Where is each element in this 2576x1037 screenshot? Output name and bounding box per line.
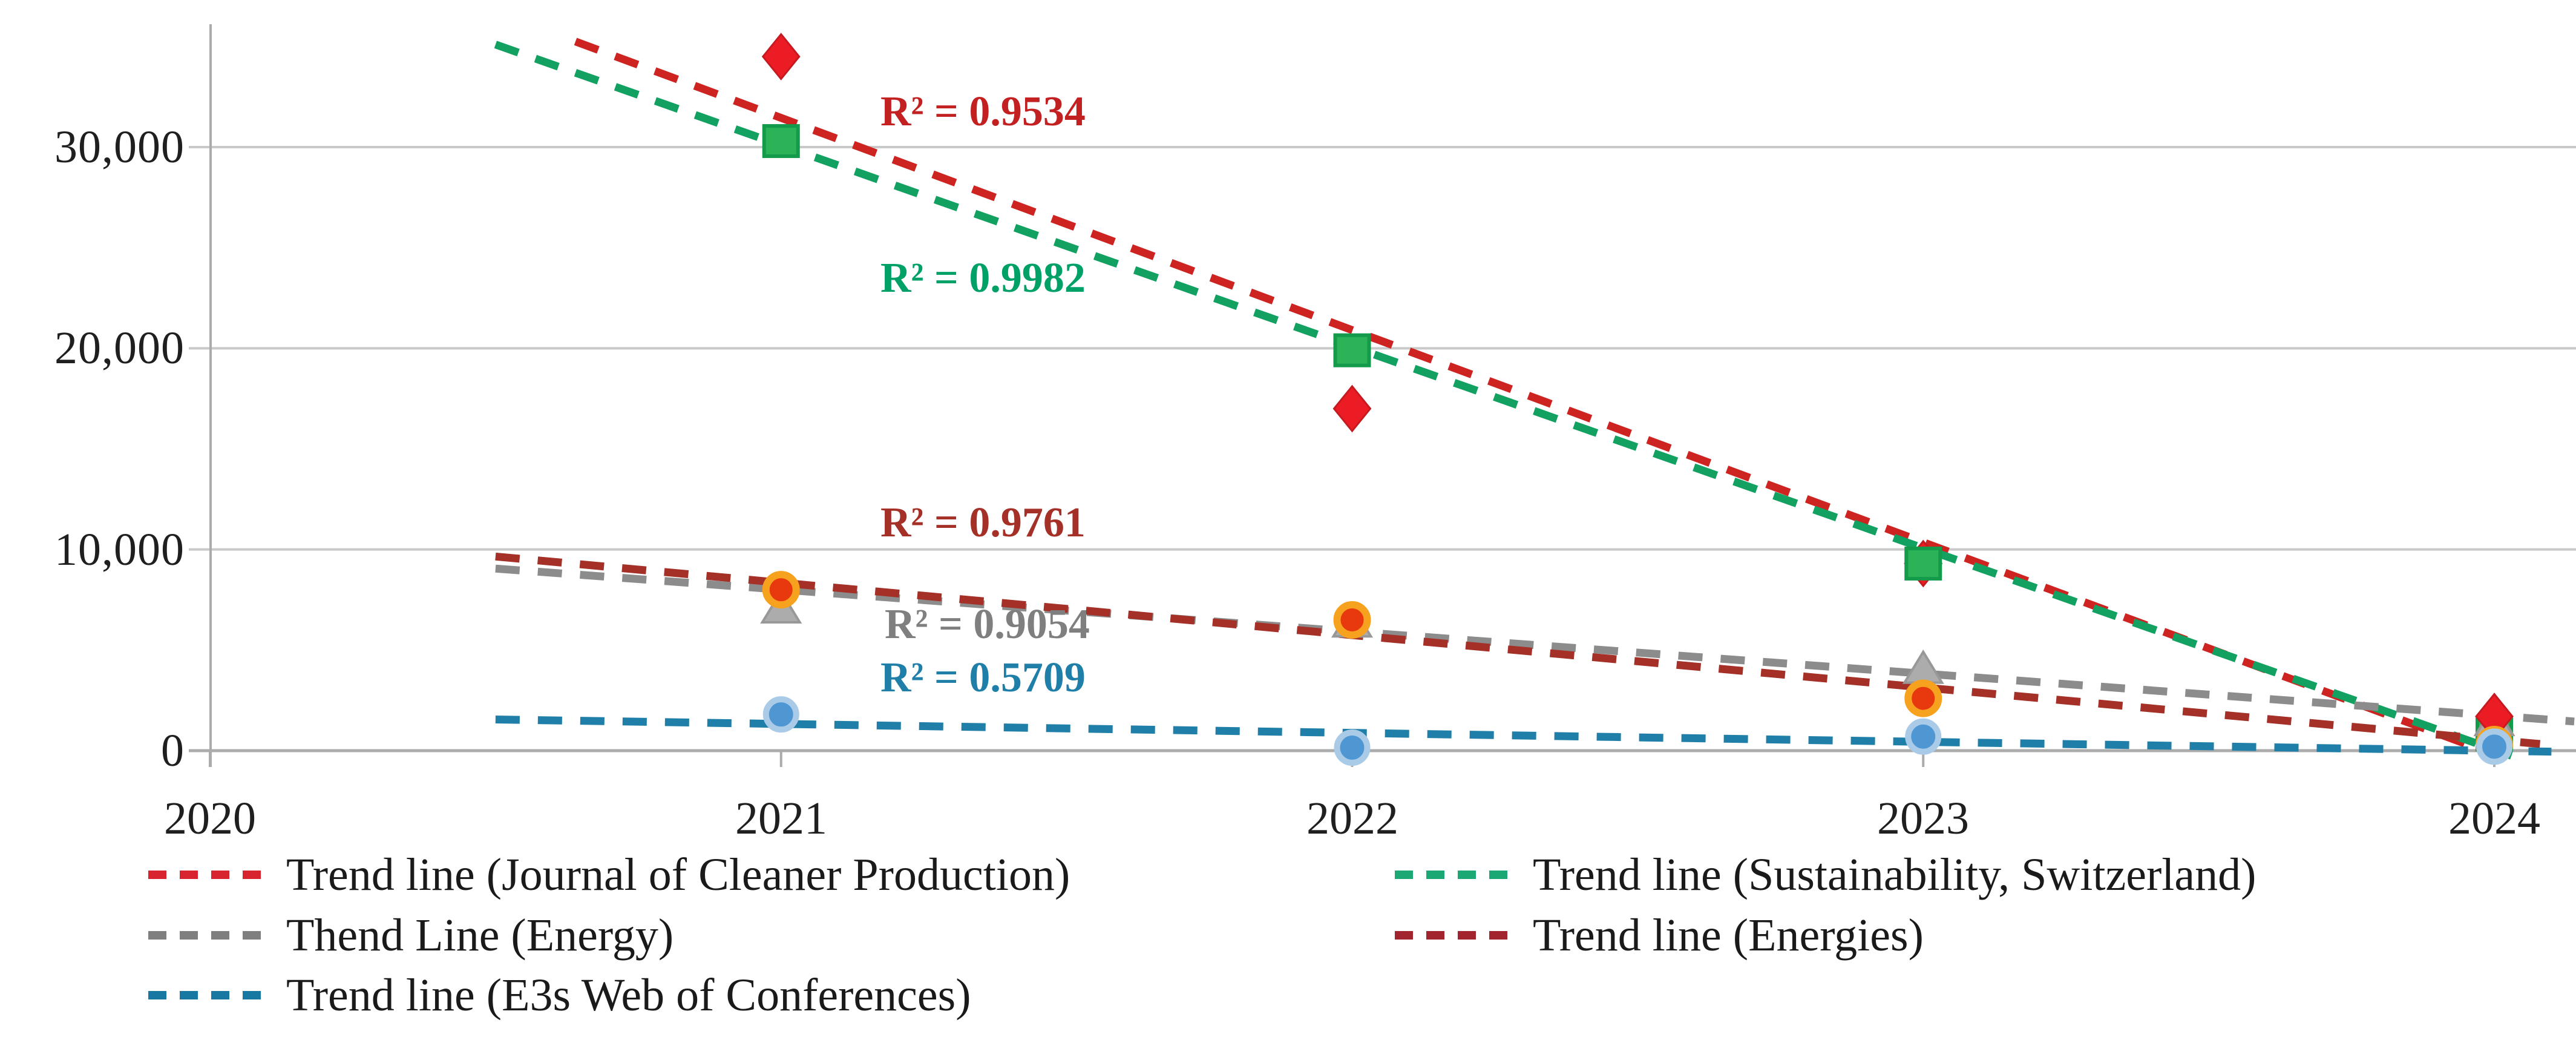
data-markers [760, 33, 2515, 766]
legend-item-energies: Trend line (Energies) [1395, 910, 1924, 961]
y-tick-label-20000: 20,000 [54, 323, 185, 374]
marker-e3s-2022 [1334, 729, 1371, 766]
marker-e3s-2024 [2476, 728, 2512, 765]
marker-energies-2023 [1904, 679, 1942, 717]
trend-line-swatch-sustainability [1395, 871, 1507, 879]
x-tick-label-2021: 2021 [735, 793, 827, 844]
trend-line-energy [495, 564, 2575, 726]
legend-label-jcp: Trend line (Journal of Cleaner Productio… [286, 849, 1070, 900]
marker-jcp-2021 [761, 33, 801, 81]
y-tick-label-10000: 10,000 [54, 524, 185, 575]
marker-e3s-2023 [1905, 718, 1942, 755]
trend-line-swatch-e3s [148, 991, 261, 999]
r2-annotation-energies: R² = 0.9761 [880, 499, 1086, 546]
x-tick-label-2023: 2023 [1877, 793, 1969, 844]
r2-annotation-e3s: R² = 0.5709 [880, 654, 1086, 701]
trend-line-swatch-energies [1395, 931, 1507, 940]
marker-e3s-2021 [762, 696, 799, 733]
gridlines [189, 146, 2576, 551]
r2-annotation-energy: R² = 0.9054 [885, 601, 1090, 648]
marker-sustainability-2022 [1333, 333, 1371, 367]
marker-jcp-2022 [1332, 384, 1372, 433]
trend-line-swatch-energy [148, 931, 261, 940]
marker-energies-2021 [762, 571, 800, 609]
y-tick-label-0: 0 [161, 725, 185, 776]
marker-sustainability-2023 [1904, 546, 1942, 581]
trend-line-swatch-jcp [148, 871, 261, 879]
marker-sustainability-2021 [762, 124, 800, 159]
legend-label-energies: Trend line (Energies) [1533, 910, 1924, 961]
trend-line-sustainability [494, 41, 2513, 760]
x-tick-label-2020: 2020 [164, 793, 256, 844]
y-tick-label-30000: 30,000 [54, 122, 185, 173]
trend-line-e3s [495, 715, 2552, 756]
x-tick-label-2022: 2022 [1306, 793, 1398, 844]
x-tick-label-2024: 2024 [2448, 793, 2540, 844]
legend-item-sustainability: Trend line (Sustainability, Switzerland) [1395, 849, 2256, 900]
legend-item-jcp: Trend line (Journal of Cleaner Productio… [148, 849, 1070, 900]
r2-annotation-sustainability: R² = 0.9982 [880, 255, 1086, 301]
trend-line-energies [495, 552, 2541, 748]
legend-label-e3s: Trend line (E3s Web of Conferences) [286, 970, 971, 1021]
legend-label-sustainability: Trend line (Sustainability, Switzerland) [1533, 849, 2256, 900]
r2-annotation-jcp: R² = 0.9534 [880, 88, 1086, 135]
marker-energies-2022 [1333, 601, 1371, 639]
legend-item-energy: Thend Line (Energy) [148, 910, 673, 961]
legend-item-e3s: Trend line (E3s Web of Conferences) [148, 970, 971, 1021]
legend-label-energy: Thend Line (Energy) [286, 910, 674, 961]
marker-energy-2023 [1902, 649, 1944, 684]
trend-lines [494, 38, 2575, 763]
